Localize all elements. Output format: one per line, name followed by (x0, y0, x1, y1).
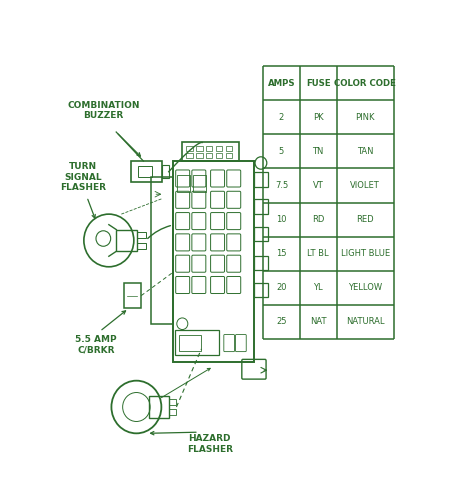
Bar (193, 175, 206, 192)
Bar (226, 153, 232, 158)
Bar (216, 146, 222, 151)
Bar (169, 399, 176, 405)
Bar (182, 142, 239, 161)
Text: 15: 15 (276, 249, 287, 258)
Bar (149, 396, 169, 418)
Bar (196, 146, 202, 151)
Bar (131, 161, 162, 183)
Bar (151, 177, 173, 324)
Bar (137, 231, 146, 238)
Bar (175, 329, 219, 355)
Text: LT BL: LT BL (308, 249, 329, 258)
Text: AMPS: AMPS (268, 78, 295, 88)
Bar (186, 153, 192, 158)
Text: 5: 5 (279, 147, 284, 156)
Text: VIOLET: VIOLET (350, 181, 380, 190)
Bar (173, 161, 254, 363)
Text: RED: RED (356, 215, 374, 224)
Bar (254, 256, 268, 270)
Bar (124, 283, 141, 308)
Bar (206, 153, 212, 158)
Text: 5.5 AMP
C/BRKR: 5.5 AMP C/BRKR (75, 336, 117, 355)
Text: COMBINATION
BUZZER: COMBINATION BUZZER (67, 101, 139, 120)
Bar (254, 199, 268, 214)
Bar (254, 173, 268, 187)
Bar (196, 153, 202, 158)
Text: COLOR CODE: COLOR CODE (334, 78, 396, 88)
Bar (169, 408, 176, 415)
Bar (206, 146, 212, 151)
Bar (216, 153, 222, 158)
Text: YL: YL (313, 283, 323, 292)
Bar (138, 166, 152, 177)
Text: 10: 10 (276, 215, 287, 224)
Bar (254, 226, 268, 241)
Text: NATURAL: NATURAL (346, 317, 384, 326)
Text: 25: 25 (276, 317, 287, 326)
Text: YELLOW: YELLOW (348, 283, 382, 292)
Text: PK: PK (313, 113, 324, 122)
Text: 7.5: 7.5 (275, 181, 288, 190)
Text: 20: 20 (276, 283, 287, 292)
Bar (226, 146, 232, 151)
Bar (254, 283, 268, 297)
Text: NAT: NAT (310, 317, 327, 326)
Bar (162, 165, 169, 178)
Text: LIGHT BLUE: LIGHT BLUE (340, 249, 390, 258)
Text: FUSE: FUSE (306, 78, 330, 88)
Text: HAZARD
FLASHER: HAZARD FLASHER (187, 434, 233, 454)
Text: VT: VT (313, 181, 324, 190)
Bar (137, 243, 146, 249)
Text: TURN
SIGNAL
FLASHER: TURN SIGNAL FLASHER (60, 162, 106, 192)
Text: TN: TN (312, 147, 324, 156)
Text: TAN: TAN (357, 147, 374, 156)
Bar (177, 175, 190, 192)
Bar (116, 229, 137, 252)
Bar (186, 146, 192, 151)
Text: 2: 2 (279, 113, 284, 122)
Text: RD: RD (312, 215, 324, 224)
Bar (179, 336, 201, 351)
Text: PINK: PINK (356, 113, 375, 122)
